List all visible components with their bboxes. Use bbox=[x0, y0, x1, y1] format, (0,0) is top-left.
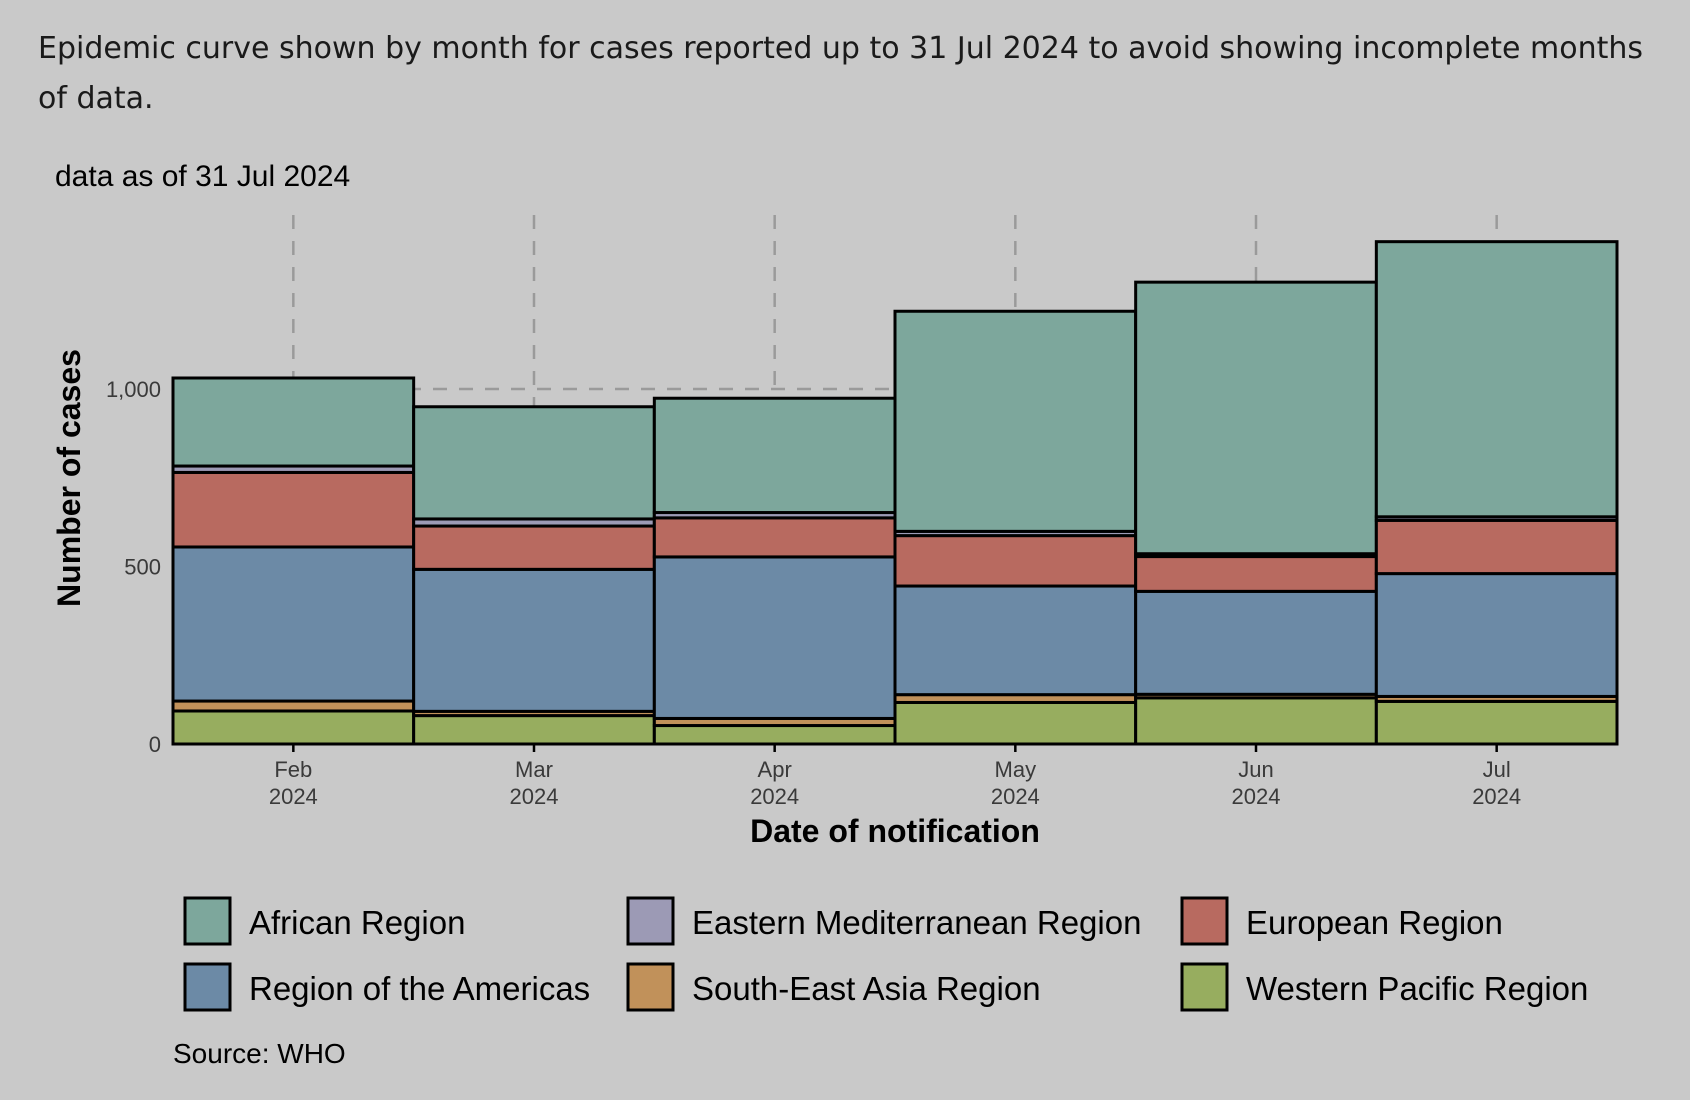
x-tick-label-month: Feb bbox=[274, 757, 312, 782]
x-tick-label-month: Jul bbox=[1483, 757, 1511, 782]
bar-segment-region-of-the-americas bbox=[1134, 589, 1378, 696]
bar-segment-european-region bbox=[893, 534, 1138, 588]
bar-segment-african-region bbox=[893, 309, 1138, 533]
y-tick-label: 0 bbox=[149, 732, 161, 757]
y-tick-label: 500 bbox=[124, 555, 161, 580]
x-tick-label-year: 2024 bbox=[269, 784, 318, 809]
legend-label: African Region bbox=[249, 904, 465, 941]
bar-segment-african-region bbox=[1134, 280, 1378, 556]
source-note: Source: WHO bbox=[173, 1038, 346, 1069]
x-tick-label-year: 2024 bbox=[750, 784, 799, 809]
x-tick-label-month: Apr bbox=[758, 757, 792, 782]
legend-label: South-East Asia Region bbox=[692, 970, 1041, 1007]
bar-segment-region-of-the-americas bbox=[412, 567, 656, 713]
bar-segment-european-region bbox=[652, 516, 897, 559]
x-tick-label-month: Mar bbox=[515, 757, 553, 782]
bar-segment-european-region bbox=[412, 524, 656, 571]
bar-segment-western-pacific-region bbox=[412, 714, 656, 746]
y-axis-title: Number of cases bbox=[51, 349, 87, 607]
bar-segment-western-pacific-region bbox=[171, 709, 416, 746]
bar-segment-western-pacific-region bbox=[893, 700, 1138, 746]
legend-item: African Region bbox=[183, 896, 465, 946]
y-tick-label: 1,000 bbox=[106, 377, 161, 402]
legend-swatch bbox=[1180, 896, 1229, 946]
legend-item: European Region bbox=[1180, 896, 1503, 946]
bar-segment-region-of-the-americas bbox=[652, 555, 897, 720]
legend-swatch bbox=[1180, 962, 1229, 1012]
legend-swatch bbox=[626, 896, 675, 946]
x-tick-label-month: Jun bbox=[1238, 757, 1273, 782]
legend: African Region Eastern Mediterranean Regi… bbox=[183, 896, 1588, 1012]
bar-segment-european-region bbox=[171, 470, 416, 549]
bar-segment-african-region bbox=[652, 396, 897, 515]
legend-item: Eastern Mediterranean Region bbox=[626, 896, 1141, 946]
x-tick-label-year: 2024 bbox=[991, 784, 1040, 809]
bar-segment-african-region bbox=[171, 376, 416, 468]
bar-segment-european-region bbox=[1134, 555, 1378, 593]
x-tick-label-year: 2024 bbox=[1232, 784, 1281, 809]
legend-swatch bbox=[183, 896, 232, 946]
bar-segment-western-pacific-region bbox=[652, 724, 897, 746]
x-tick-label-year: 2024 bbox=[510, 784, 559, 809]
bar-segment-region-of-the-americas bbox=[1374, 572, 1619, 698]
legend-item: Western Pacific Region bbox=[1180, 962, 1588, 1012]
legend-item: South-East Asia Region bbox=[626, 962, 1041, 1012]
legend-label: Eastern Mediterranean Region bbox=[692, 904, 1141, 941]
x-tick-label-year: 2024 bbox=[1472, 784, 1521, 809]
bar-segment-western-pacific-region bbox=[1134, 696, 1378, 746]
bar-segment-region-of-the-americas bbox=[171, 545, 416, 703]
legend-label: Western Pacific Region bbox=[1246, 970, 1588, 1007]
x-tick-label-month: May bbox=[995, 757, 1037, 782]
bar-segment-african-region bbox=[1374, 240, 1619, 519]
bar-segment-european-region bbox=[1374, 518, 1619, 576]
bar-segment-african-region bbox=[412, 405, 656, 521]
bar-segment-western-pacific-region bbox=[1374, 699, 1619, 746]
x-axis-title: Date of notification bbox=[750, 813, 1040, 849]
legend-label: Region of the Americas bbox=[249, 970, 590, 1007]
bar-segment-region-of-the-americas bbox=[893, 584, 1138, 697]
legend-swatch bbox=[183, 962, 232, 1012]
legend-item: Region of the Americas bbox=[183, 962, 590, 1012]
axes: Feb2024Mar2024Apr2024May2024Jun2024Jul20… bbox=[106, 377, 1521, 809]
legend-label: European Region bbox=[1246, 904, 1503, 941]
chart-caption: Epidemic curve shown by month for cases … bbox=[38, 31, 1644, 116]
chart-subtitle: data as of 31 Jul 2024 bbox=[55, 160, 351, 193]
legend-swatch bbox=[626, 962, 675, 1012]
bars bbox=[171, 240, 1619, 746]
